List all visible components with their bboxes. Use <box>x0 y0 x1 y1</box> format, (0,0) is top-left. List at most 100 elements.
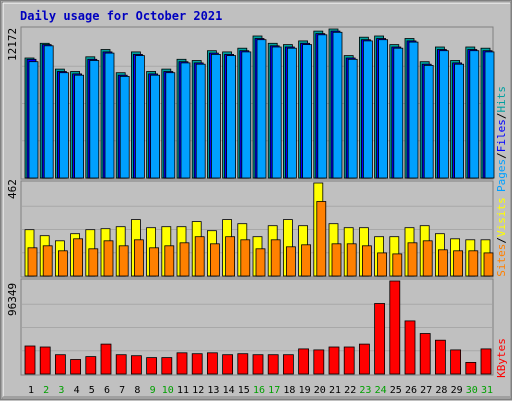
day-label-27: 27 <box>420 385 432 396</box>
usage-pages-bar-27 <box>423 65 434 179</box>
traffic-kbytes-bar-19 <box>298 348 310 375</box>
legend-part-visits: Visits <box>495 197 508 237</box>
legend-part-hits: Hits <box>495 86 508 113</box>
visitors-sites-bar-28 <box>437 249 448 277</box>
legend-part-kbytes: KBytes <box>495 338 508 378</box>
usage-pages-bar-16 <box>256 39 267 179</box>
day-label-6: 6 <box>104 385 110 396</box>
day-label-20: 20 <box>314 385 326 396</box>
traffic-kbytes-bar-7 <box>115 354 127 375</box>
visitors-sites-bar-30 <box>468 250 479 277</box>
usage-pages-bar-17 <box>271 46 282 179</box>
usage-pages-bar-22 <box>347 58 358 179</box>
visitors-sites-bar-24 <box>377 252 388 277</box>
day-label-25: 25 <box>390 385 402 396</box>
visitors-sites-bar-11 <box>179 242 190 277</box>
usage-pages-bar-23 <box>362 40 373 179</box>
traffic-kbytes-bar-27 <box>419 333 431 375</box>
day-label-15: 15 <box>238 385 250 396</box>
day-label-31: 31 <box>481 385 493 396</box>
visitors-sites-bar-13 <box>209 243 220 277</box>
traffic-kbytes-bar-6 <box>100 343 112 375</box>
visitors-sites-bar-3 <box>58 250 68 277</box>
usage-legend: Pages/Files/Hits <box>495 86 508 192</box>
visitors-sites-bar-7 <box>118 245 129 277</box>
usage-pages-bar-18 <box>286 47 297 179</box>
visitors-sites-bar-8 <box>133 239 144 277</box>
usage-max-label: 12172 <box>6 28 19 61</box>
visitors-panel-border <box>20 180 494 278</box>
visitors-sites-bar-27 <box>422 240 433 277</box>
traffic-kbytes-bar-30 <box>465 361 477 375</box>
traffic-legend: KBytes <box>495 338 508 378</box>
day-label-28: 28 <box>435 385 447 396</box>
chart-bars <box>24 28 495 375</box>
day-label-8: 8 <box>134 385 140 396</box>
traffic-kbytes-bar-10 <box>161 357 173 375</box>
traffic-kbytes-bar-2 <box>39 346 51 375</box>
visitors-max-label: 462 <box>6 179 19 199</box>
visitors-sites-bar-23 <box>361 245 372 277</box>
traffic-kbytes-bar-21 <box>328 346 340 375</box>
traffic-kbytes-bar-8 <box>130 355 142 375</box>
legend-part-slash: / <box>495 237 508 244</box>
day-axis-labels: 1 2 3 4 5 6 7 8 9 10 11 12 13 14 15 16 17 18 19 20 21 22 23 24 2… <box>28 385 493 396</box>
traffic-kbytes-bar-31 <box>480 348 492 375</box>
visitors-sites-bar-20 <box>316 201 327 277</box>
day-label-26: 26 <box>405 385 417 396</box>
traffic-kbytes-bar-4 <box>70 359 81 375</box>
traffic-kbytes-bar-1 <box>24 345 36 375</box>
usage-pages-bar-21 <box>332 31 343 179</box>
visitors-sites-bar-9 <box>149 247 160 277</box>
traffic-kbytes-bar-15 <box>237 353 249 375</box>
visitors-sites-bar-26 <box>407 242 418 277</box>
chart-title: Daily usage for October 2021 <box>20 9 222 23</box>
day-label-18: 18 <box>283 385 295 396</box>
usage-pages-bar-10 <box>165 72 176 179</box>
traffic-kbytes-bar-23 <box>358 343 370 375</box>
usage-pages-bar-26 <box>408 41 419 179</box>
usage-pages-bar-4 <box>74 74 84 179</box>
day-label-5: 5 <box>89 385 95 396</box>
visitors-legend: Sites/Visits <box>495 197 508 277</box>
usage-pages-bar-24 <box>378 39 389 179</box>
usage-pages-bar-9 <box>150 74 161 179</box>
usage-pages-bar-31 <box>484 51 495 179</box>
visitors-sites-bar-31 <box>483 252 494 277</box>
day-label-4: 4 <box>74 385 80 396</box>
day-label-9: 9 <box>150 385 156 396</box>
visitors-sites-bar-14 <box>225 236 236 277</box>
usage-pages-bar-5 <box>89 60 100 179</box>
traffic-kbytes-bar-29 <box>450 349 462 375</box>
day-label-12: 12 <box>192 385 204 396</box>
traffic-kbytes-bar-3 <box>55 354 66 375</box>
traffic-kbytes-bar-13 <box>206 352 218 375</box>
traffic-kbytes-bar-12 <box>191 353 203 375</box>
day-label-30: 30 <box>466 385 478 396</box>
legend-part-sites: Sites <box>495 244 508 277</box>
usage-pages-bar-8 <box>134 55 145 179</box>
day-label-7: 7 <box>119 385 125 396</box>
usage-pages-bar-15 <box>241 51 252 179</box>
traffic-kbytes-bar-20 <box>313 349 325 375</box>
day-label-11: 11 <box>177 385 189 396</box>
traffic-kbytes-bar-5 <box>85 356 97 375</box>
day-label-23: 23 <box>359 385 371 396</box>
traffic-kbytes-bar-16 <box>252 354 264 375</box>
usage-pages-bar-3 <box>59 72 69 179</box>
traffic-panel-border <box>20 278 494 376</box>
day-label-10: 10 <box>162 385 174 396</box>
legend-part-slash: / <box>495 152 508 159</box>
visitors-sites-bar-5 <box>88 248 99 277</box>
usage-pages-bar-25 <box>393 47 404 179</box>
traffic-kbytes-bar-17 <box>267 354 279 375</box>
day-label-21: 21 <box>329 385 341 396</box>
usage-pages-bar-19 <box>302 44 313 179</box>
usage-pages-bar-30 <box>469 50 480 179</box>
visitors-sites-bar-2 <box>42 245 53 277</box>
day-label-19: 19 <box>299 385 311 396</box>
visitors-sites-bar-25 <box>392 253 403 277</box>
visitors-sites-bar-18 <box>285 246 296 277</box>
visitors-sites-bar-19 <box>301 244 312 277</box>
